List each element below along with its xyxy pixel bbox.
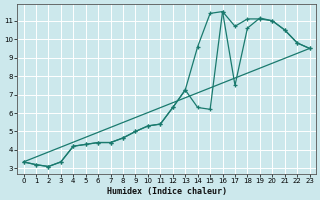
X-axis label: Humidex (Indice chaleur): Humidex (Indice chaleur) xyxy=(107,187,227,196)
